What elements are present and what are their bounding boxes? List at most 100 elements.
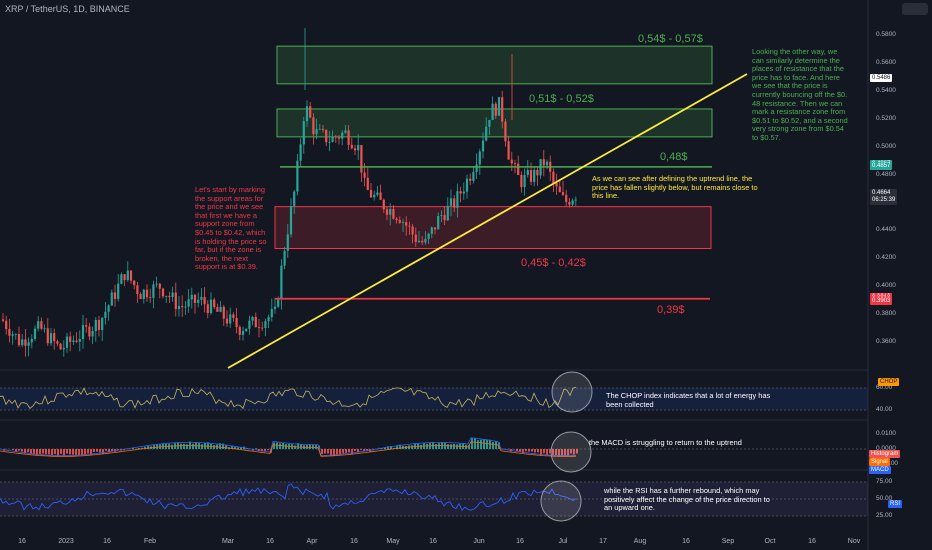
macd-line xyxy=(0,437,577,457)
macd-histogram-bar xyxy=(108,449,110,453)
highlight-circle xyxy=(540,480,582,522)
candle-body xyxy=(430,227,433,234)
macd-histogram-bar xyxy=(48,449,50,455)
candle-body xyxy=(331,136,334,142)
candle-body xyxy=(107,305,110,312)
candle-body xyxy=(363,172,366,178)
macd-histogram-bar xyxy=(501,449,503,450)
candle-body xyxy=(433,227,437,230)
macd-histogram-bar xyxy=(117,449,119,450)
candle-body xyxy=(78,339,81,342)
macd-histogram-bar xyxy=(45,449,47,455)
macd-histogram-bar xyxy=(264,449,266,452)
macd-histogram-bar xyxy=(519,449,521,452)
candle-body xyxy=(421,240,424,243)
candle-body xyxy=(5,320,8,329)
time-tick-label: Sep xyxy=(721,538,735,545)
macd-histogram-bar xyxy=(93,449,95,452)
candle-body xyxy=(389,209,392,215)
candle-body xyxy=(181,306,184,308)
candle-body xyxy=(229,314,232,324)
macd-histogram-bar xyxy=(435,444,437,449)
indicators xyxy=(0,371,868,522)
macd-histogram-bar xyxy=(354,449,356,451)
price-tick-label: 0.5200 xyxy=(876,114,896,122)
candle-body xyxy=(334,136,337,138)
candle-body xyxy=(392,209,395,219)
macd-histogram-bar xyxy=(462,443,464,449)
zone-label-top: 0,54$ - 0,57$ xyxy=(638,33,703,45)
macd-histogram-bar xyxy=(138,447,140,449)
candle-body xyxy=(478,151,481,165)
macd-histogram-bar xyxy=(21,449,23,452)
candle-body xyxy=(462,191,465,194)
candles xyxy=(1,28,577,357)
candle-body xyxy=(213,299,216,308)
macd-histogram-bar xyxy=(273,442,275,449)
candle-body xyxy=(296,160,299,192)
macd-histogram-bar xyxy=(30,449,32,454)
price-tag: 0.4664 06:25:39 xyxy=(870,188,898,205)
macd-legend-macd: MACD xyxy=(869,466,891,474)
candle-body xyxy=(193,294,197,303)
level-label-039: 0,39$ xyxy=(657,304,685,316)
top-right-control[interactable] xyxy=(902,3,928,15)
candle-body xyxy=(408,225,411,227)
macd-legend-signal: Signal xyxy=(869,458,890,466)
candle-body xyxy=(33,328,37,339)
macd-histogram-bar xyxy=(342,449,344,454)
time-tick-label: 16 xyxy=(429,538,437,545)
time-tick-label: Jul xyxy=(558,538,568,545)
candle-body xyxy=(523,175,526,188)
zone-label-support: 0,45$ - 0,42$ xyxy=(521,257,586,269)
countdown: 06:25:39 xyxy=(872,196,896,203)
rsi-legend: RSI xyxy=(888,500,903,508)
macd-tick-label: 0.0100 xyxy=(876,430,896,437)
candle-body xyxy=(59,343,62,350)
candle-body xyxy=(401,222,405,223)
time-tick-label: 16 xyxy=(350,538,358,545)
candle-body xyxy=(488,119,491,127)
macd-histogram-bar xyxy=(84,449,86,455)
macd-histogram-bar xyxy=(72,449,74,455)
macd-histogram-bar xyxy=(246,448,248,449)
candle-body xyxy=(264,321,267,328)
macd-histogram-bar xyxy=(267,449,269,451)
candle-body xyxy=(65,336,69,348)
candle-body xyxy=(168,295,171,298)
macd-histogram-bar xyxy=(540,449,542,456)
candle-body xyxy=(206,304,209,314)
zone-rect-support xyxy=(274,206,712,250)
macd-histogram-bar xyxy=(528,449,530,452)
candle-body xyxy=(97,320,101,331)
price-tick-label: 0.5000 xyxy=(876,142,896,150)
time-tick-label: Feb xyxy=(143,538,157,545)
macd-histogram-bar xyxy=(327,449,329,454)
candle-body xyxy=(120,274,123,284)
candle-body xyxy=(385,209,389,215)
candle-body xyxy=(395,218,398,221)
candle-body xyxy=(257,327,261,328)
candle-body xyxy=(555,183,558,187)
candle-body xyxy=(14,334,17,335)
macd-histogram-bar xyxy=(399,444,401,449)
time-tick-label: Aug xyxy=(633,538,647,545)
time-tick-label: Oct xyxy=(764,538,776,545)
candle-body xyxy=(513,163,517,165)
level-label-048: 0,48$ xyxy=(660,151,688,163)
candle-body xyxy=(85,325,88,327)
candle-body xyxy=(1,319,5,321)
macd-histogram-bar xyxy=(333,449,335,456)
macd-histogram-bar xyxy=(192,443,194,449)
macd-histogram-bar xyxy=(474,437,476,449)
macd-histogram-bar xyxy=(66,449,68,454)
candle-body xyxy=(411,226,414,235)
macd-histogram-bar xyxy=(234,447,236,449)
macd-histogram-bar xyxy=(438,443,440,449)
macd-histogram-bar xyxy=(186,444,188,449)
candle-body xyxy=(357,144,360,151)
macd-histogram-bar xyxy=(348,449,350,453)
candle-body xyxy=(533,169,536,182)
